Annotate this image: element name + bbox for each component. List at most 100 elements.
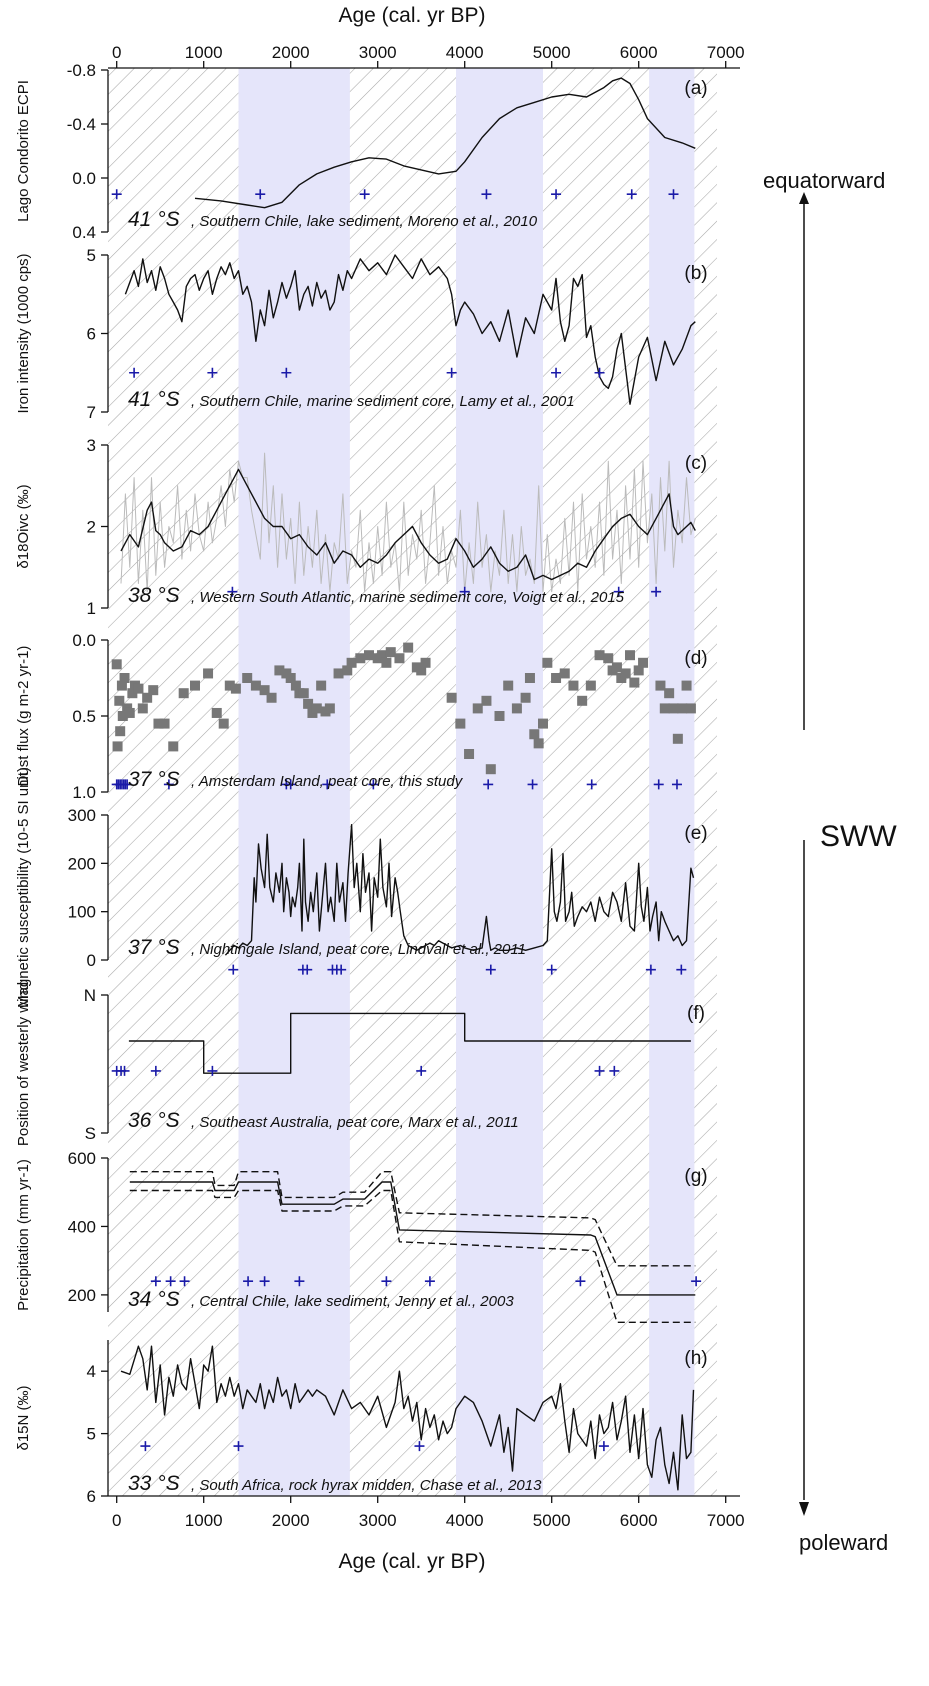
dating-point-marker bbox=[381, 1276, 392, 1287]
dating-point-marker bbox=[111, 189, 122, 200]
dust-flux-point bbox=[124, 707, 135, 718]
dust-flux-point bbox=[117, 711, 128, 721]
dust-flux-point bbox=[529, 729, 540, 740]
panel-caption: , South Africa, rock hyrax midden, Chase… bbox=[191, 1477, 542, 1494]
dust-flux-point bbox=[159, 718, 170, 729]
bottom-axis-title: Age (cal. yr BP) bbox=[338, 1550, 485, 1573]
dust-flux-point bbox=[568, 680, 579, 691]
panel-ylabel: δ18Oivc (‰) bbox=[15, 484, 32, 568]
dust-flux-point bbox=[346, 657, 357, 668]
dust-flux-point bbox=[620, 668, 631, 679]
dating-point-marker bbox=[594, 1065, 605, 1076]
panel-ylabel: Position of westerly wind bbox=[15, 982, 32, 1146]
panel-6-series-lower bbox=[129, 1189, 696, 1324]
sww-label: SWW bbox=[820, 820, 897, 853]
top-tick-label: 5000 bbox=[533, 43, 571, 62]
dating-point-marker bbox=[645, 964, 656, 975]
panel-letter: (g) bbox=[684, 1166, 707, 1187]
panel-site-latitude: 34 °S bbox=[128, 1288, 180, 1311]
dating-point-marker bbox=[653, 779, 664, 790]
dust-flux-point bbox=[511, 703, 522, 714]
panel-5-series-0 bbox=[128, 1012, 691, 1074]
dust-flux-point bbox=[148, 685, 159, 696]
panel-4-series-0 bbox=[224, 824, 695, 956]
hatched-background bbox=[108, 68, 717, 1496]
dust-flux-point bbox=[533, 738, 544, 749]
panel-caption: , Southern Chile, lake sediment, Moreno … bbox=[191, 213, 538, 230]
y-tick-label: 200 bbox=[68, 1286, 96, 1305]
panel-site-latitude: 36 °S bbox=[128, 1109, 180, 1132]
dust-flux-point bbox=[218, 718, 229, 729]
dating-point-marker bbox=[140, 1441, 151, 1452]
dust-flux-point bbox=[290, 680, 301, 691]
axes bbox=[101, 61, 740, 1503]
panel-letter: (f) bbox=[687, 1003, 705, 1024]
y-tick-label: 200 bbox=[68, 854, 96, 873]
y-tick-label: -0.4 bbox=[67, 115, 96, 134]
panel-2-series-smoothed bbox=[120, 468, 696, 581]
dust-flux-point bbox=[377, 650, 388, 661]
panel-site-latitude: 38 °S bbox=[128, 584, 180, 607]
y-tick-label: 3 bbox=[87, 436, 96, 455]
dating-point-marker bbox=[485, 964, 496, 975]
top-axis-title: Age (cal. yr BP) bbox=[338, 4, 485, 27]
panel-2-series-raw bbox=[120, 452, 696, 593]
dust-flux-point bbox=[603, 653, 614, 664]
y-tick-label: 600 bbox=[68, 1149, 96, 1168]
dust-flux-point bbox=[494, 711, 505, 721]
dating-point-marker bbox=[609, 1065, 620, 1076]
dust-flux-point bbox=[242, 673, 253, 683]
panel-letter: (e) bbox=[684, 823, 707, 844]
dating-point-marker bbox=[281, 367, 292, 378]
dust-flux-point bbox=[127, 688, 138, 699]
top-tick-label: 3000 bbox=[359, 43, 397, 62]
dating-point-marker bbox=[481, 189, 492, 200]
dust-flux-point bbox=[266, 692, 277, 703]
panel-ylabel: δ15N (‰) bbox=[15, 1385, 32, 1450]
dust-flux-point bbox=[672, 733, 683, 744]
dating-point-marker bbox=[227, 586, 238, 597]
dating-point-marker bbox=[322, 779, 333, 790]
dating-point-marker bbox=[207, 367, 218, 378]
panel-ylabel: Lago Condorito ECPI bbox=[15, 80, 32, 222]
poleward-label: poleward bbox=[799, 1530, 889, 1555]
dating-point-marker bbox=[207, 1065, 218, 1076]
dust-flux-point bbox=[114, 695, 125, 706]
dust-flux-point bbox=[611, 662, 622, 673]
chart-text: 0010001000200020003000300040004000500050… bbox=[15, 4, 745, 1573]
dating-point-marker bbox=[613, 586, 624, 597]
dating-point-marker bbox=[551, 367, 562, 378]
dust-flux-point bbox=[259, 685, 270, 696]
dating-point-marker bbox=[691, 1276, 702, 1287]
dust-flux-point bbox=[224, 680, 235, 691]
dust-flux-point bbox=[394, 653, 405, 664]
y-tick-label: 1.0 bbox=[72, 783, 96, 802]
dating-point-marker bbox=[546, 964, 557, 975]
bottom-tick-label: 3000 bbox=[359, 1511, 397, 1530]
dust-flux-point bbox=[677, 703, 688, 714]
dating-point-marker bbox=[150, 1065, 161, 1076]
panel-6-series-upper bbox=[129, 1170, 696, 1267]
dating-point-marker bbox=[368, 779, 379, 790]
panel-0-series-0 bbox=[194, 77, 696, 209]
dust-flux-point bbox=[464, 749, 475, 759]
dating-point-marker bbox=[336, 964, 347, 975]
dating-point-marker bbox=[575, 1276, 586, 1287]
dust-flux-point bbox=[364, 650, 374, 661]
panel-site-latitude: 41 °S bbox=[128, 208, 180, 231]
dating-point-marker bbox=[424, 1276, 435, 1287]
dust-flux-point bbox=[681, 680, 692, 691]
dust-flux-point bbox=[577, 695, 588, 706]
dating-point-marker bbox=[302, 964, 313, 975]
dust-flux-point bbox=[355, 653, 366, 664]
panel-caption: , Nightingale Island, peat core, Lindval… bbox=[191, 941, 526, 958]
dating-point-marker bbox=[243, 1276, 254, 1287]
dating-point-marker bbox=[527, 779, 538, 790]
panel-site-latitude: 37 °S bbox=[128, 768, 180, 791]
dust-flux-point bbox=[538, 718, 548, 729]
panel-letter: (d) bbox=[684, 648, 707, 669]
bottom-tick-label: 0 bbox=[112, 1511, 121, 1530]
bottom-tick-label: 6000 bbox=[620, 1511, 658, 1530]
y-tick-label: 6 bbox=[87, 1487, 96, 1506]
